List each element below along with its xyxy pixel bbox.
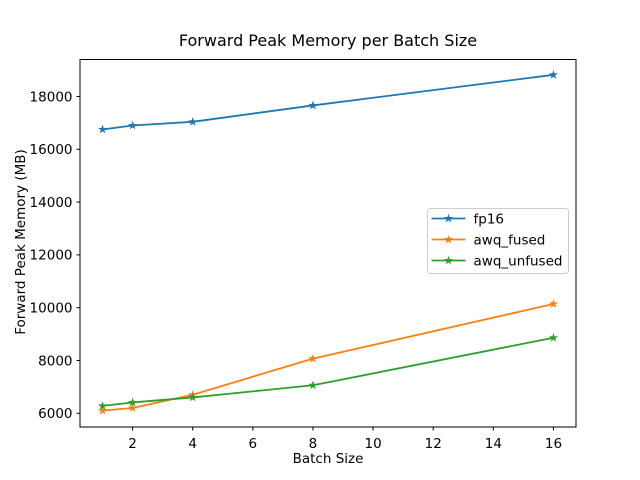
y-tick-label: 14000 (30, 195, 73, 211)
legend-label-awq_unfused: awq_unfused (474, 253, 563, 269)
x-tick-label: 4 (188, 436, 197, 452)
legend-box (427, 208, 569, 274)
series-line-awq_fused (101, 303, 555, 412)
data-point-awq_unfused (548, 332, 559, 342)
data-point-awq_fused (128, 403, 138, 412)
data-point-awq_fused (97, 405, 108, 415)
data-point-fp16 (188, 117, 198, 126)
data-point-awq_fused (308, 353, 318, 363)
legend-marker-awq_fused (443, 234, 454, 244)
x-tick-label: 10 (364, 436, 381, 452)
legend-marker-fp16 (443, 213, 454, 223)
data-point-fp16 (308, 100, 318, 110)
y-tick-label: 10000 (30, 300, 73, 316)
x-tick-label: 16 (545, 436, 562, 452)
data-point-awq_unfused (308, 380, 318, 390)
legend-label-awq_fused: awq_fused (474, 232, 546, 248)
data-point-awq_unfused (97, 401, 108, 410)
x-tick-label: 8 (309, 436, 318, 452)
y-tick-label: 18000 (30, 89, 73, 105)
legend-marker-awq_unfused (443, 255, 454, 265)
data-point-awq_fused (548, 299, 559, 308)
x-tick-label: 2 (128, 436, 137, 452)
y-tick-label: 8000 (38, 353, 72, 369)
x-tick-label: 6 (249, 436, 258, 452)
legend-label-fp16: fp16 (474, 211, 505, 227)
y-tick-label: 16000 (30, 142, 73, 158)
x-axis-label: Batch Size (292, 451, 364, 467)
data-point-fp16 (128, 120, 138, 130)
plot-border (79, 59, 577, 428)
series-line-awq_unfused (101, 336, 555, 407)
y-tick-label: 6000 (38, 406, 72, 422)
series-line-fp16 (101, 73, 555, 131)
data-point-fp16 (97, 124, 108, 134)
x-tick-label: 14 (485, 436, 502, 452)
y-tick-label: 12000 (30, 248, 73, 264)
data-point-fp16 (548, 70, 559, 79)
data-point-awq_unfused (128, 397, 138, 407)
chart-title: Forward Peak Memory per Batch Size (178, 31, 478, 50)
data-point-awq_unfused (188, 392, 198, 402)
x-tick-label: 12 (425, 436, 442, 452)
